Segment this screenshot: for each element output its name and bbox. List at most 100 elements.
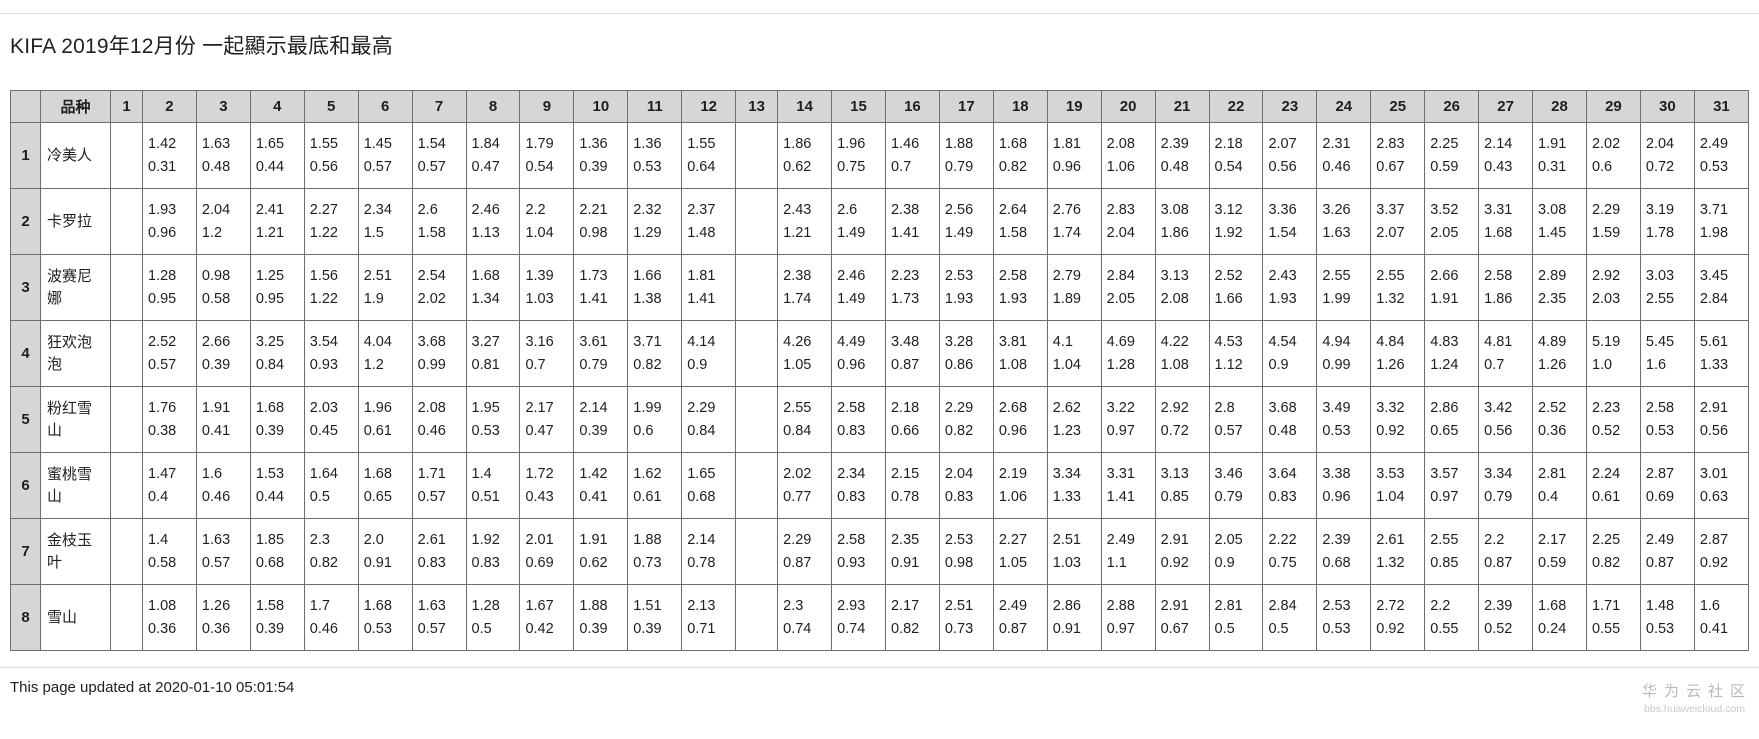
price-cell: 1.76 0.38 <box>142 386 197 453</box>
high-price: 3.08 <box>1160 202 1189 219</box>
day-column-header: 23 <box>1262 90 1318 123</box>
price-cell: 2.24 0.61 <box>1585 452 1641 519</box>
high-price: 3.54 <box>309 334 338 351</box>
high-price: 2.55 <box>783 400 812 417</box>
high-price: 0.98 <box>201 268 231 285</box>
low-price: 0.95 <box>148 290 177 307</box>
high-price: 2.07 <box>1268 136 1297 153</box>
day-column-header: 19 <box>1046 90 1102 123</box>
price-cell: 3.01 0.63 <box>1693 452 1750 519</box>
low-price: 0.69 <box>1645 488 1675 505</box>
low-price: 0.39 <box>579 158 608 175</box>
low-price: 1.48 <box>687 224 716 241</box>
high-price: 1.6 <box>1699 598 1720 615</box>
high-price: 1.72 <box>525 466 554 483</box>
low-price: 0.48 <box>1160 158 1189 175</box>
price-cell: 2.55 0.85 <box>1424 518 1480 585</box>
day-column-header: 3 <box>195 90 251 123</box>
low-price: 0.56 <box>1268 158 1297 175</box>
high-price: 1.42 <box>148 136 177 153</box>
low-price: 0.83 <box>837 422 866 439</box>
price-cell: 4.83 1.24 <box>1424 320 1480 387</box>
low-price: 1.05 <box>783 356 812 373</box>
price-cell: 2.07 0.56 <box>1262 122 1318 189</box>
low-price: 0.31 <box>148 158 177 175</box>
high-price: 3.31 <box>1106 466 1135 483</box>
high-price: 2.2 <box>1484 532 1505 549</box>
high-price: 2.49 <box>1645 532 1675 549</box>
low-price: 0.52 <box>1591 422 1621 439</box>
price-cell: 1.99 0.6 <box>627 386 683 453</box>
high-price: 1.62 <box>633 466 662 483</box>
high-price: 2.31 <box>1322 136 1351 153</box>
high-price: 2.0 <box>363 532 384 549</box>
high-price: 2.49 <box>998 598 1028 615</box>
price-cell: 1.55 0.64 <box>681 122 737 189</box>
price-cell: 2.76 1.74 <box>1046 188 1102 255</box>
high-price: 2.58 <box>837 400 866 417</box>
high-price: 2.43 <box>1268 268 1297 285</box>
low-price: 0.92 <box>1160 554 1189 571</box>
low-price: 0.36 <box>1538 422 1567 439</box>
variety-name-cell: 雪山 <box>40 584 111 651</box>
variety-name-cell: 狂欢泡泡 <box>40 320 111 387</box>
low-price: 2.07 <box>1376 224 1405 241</box>
low-price: 0.68 <box>687 488 716 505</box>
low-price: 1.24 <box>1430 356 1459 373</box>
low-price: 0.57 <box>1214 422 1243 439</box>
high-price: 1.6 <box>201 466 223 483</box>
price-cell: 3.26 1.63 <box>1316 188 1372 255</box>
price-cell: 2.3 0.74 <box>777 584 833 651</box>
price-cell: 1.81 0.96 <box>1046 122 1102 189</box>
empty-cell <box>735 122 779 189</box>
high-price: 2.02 <box>783 466 812 483</box>
price-cell: 1.6 0.46 <box>195 452 251 519</box>
high-price: 3.19 <box>1645 202 1675 219</box>
price-cell: 1.56 1.22 <box>303 254 359 321</box>
price-cell: 2.3 0.82 <box>303 518 359 585</box>
empty-cell <box>735 188 779 255</box>
price-cell: 2.49 0.87 <box>992 584 1048 651</box>
low-price: 1.23 <box>1052 422 1081 439</box>
price-cell: 3.22 0.97 <box>1100 386 1156 453</box>
high-price: 2.83 <box>1376 136 1405 153</box>
low-price: 0.4 <box>1538 488 1559 505</box>
price-cell: 3.13 2.08 <box>1154 254 1210 321</box>
price-cell: 3.68 0.99 <box>411 320 467 387</box>
price-cell: 1.65 0.68 <box>681 452 737 519</box>
price-cell: 2.61 1.32 <box>1370 518 1426 585</box>
low-price: 1.92 <box>1214 224 1243 241</box>
high-price: 2.51 <box>1052 532 1081 549</box>
low-price: 0.7 <box>1484 356 1505 373</box>
high-price: 1.25 <box>255 268 285 285</box>
variety-name-cell: 蜜桃雪山 <box>40 452 111 519</box>
low-price: 0.51 <box>471 488 500 505</box>
price-cell: 2.39 0.52 <box>1478 584 1534 651</box>
low-price: 0.53 <box>363 620 392 637</box>
price-cell: 2.46 1.13 <box>465 188 521 255</box>
low-price: 0.67 <box>1160 620 1189 637</box>
high-price: 2.52 <box>1214 268 1243 285</box>
low-price: 1.86 <box>1160 224 1189 241</box>
high-price: 2.61 <box>417 532 446 549</box>
high-price: 3.68 <box>417 334 446 351</box>
price-cell: 2.39 0.48 <box>1154 122 1210 189</box>
low-price: 1.49 <box>944 224 974 241</box>
price-cell: 2.04 1.2 <box>195 188 251 255</box>
price-cell: 2.49 0.53 <box>1693 122 1750 189</box>
price-cell: 2.14 0.39 <box>573 386 629 453</box>
high-price: 4.14 <box>687 334 716 351</box>
high-price: 1.76 <box>148 400 177 417</box>
price-cell: 2.91 0.92 <box>1154 518 1210 585</box>
high-price: 2.13 <box>687 598 716 615</box>
high-price: 1.93 <box>148 202 177 219</box>
high-price: 2.14 <box>687 532 716 549</box>
high-price: 2.17 <box>890 598 920 615</box>
price-cell: 1.91 0.31 <box>1532 122 1587 189</box>
low-price: 0.79 <box>579 356 608 373</box>
high-price: 1.71 <box>1591 598 1621 615</box>
price-cell: 2.18 0.54 <box>1208 122 1264 189</box>
price-cell: 1.28 0.95 <box>142 254 197 321</box>
low-price: 1.26 <box>1376 356 1405 373</box>
low-price: 0.53 <box>1322 422 1351 439</box>
